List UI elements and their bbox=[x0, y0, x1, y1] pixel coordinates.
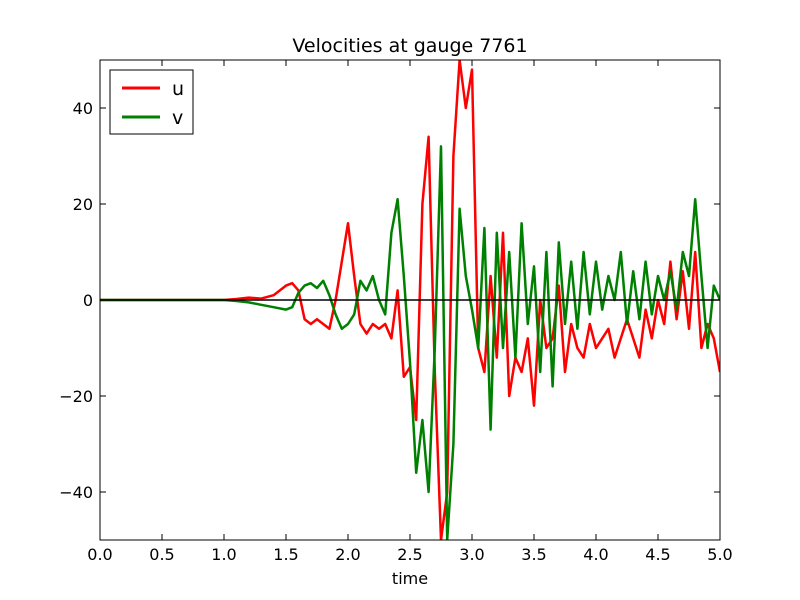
series-layer bbox=[100, 60, 720, 540]
chart-title: Velocities at gauge 7761 bbox=[292, 35, 527, 57]
x-tick-label: 3.5 bbox=[521, 545, 546, 564]
y-tick-label: 0 bbox=[83, 291, 93, 310]
x-tick-label: 0.5 bbox=[149, 545, 174, 564]
y-tick-label: −40 bbox=[59, 483, 93, 502]
x-tick-label: 1.0 bbox=[211, 545, 236, 564]
x-tick-label: 4.5 bbox=[645, 545, 670, 564]
legend-label-v: v bbox=[172, 107, 183, 129]
legend-label-u: u bbox=[172, 78, 184, 100]
legend: u v bbox=[109, 69, 194, 135]
x-tick-label: 5.0 bbox=[707, 545, 732, 564]
y-tick-label: 40 bbox=[73, 99, 93, 118]
series-line-u bbox=[100, 60, 720, 540]
x-tick-label: 3.0 bbox=[459, 545, 484, 564]
x-tick-label: 4.0 bbox=[583, 545, 608, 564]
legend-box bbox=[109, 69, 194, 135]
x-axis-label: time bbox=[392, 569, 428, 588]
x-tick-label: 2.0 bbox=[335, 545, 360, 564]
x-tick-label: 0.0 bbox=[87, 545, 112, 564]
x-tick-label: 2.5 bbox=[397, 545, 422, 564]
x-tick-label: 1.5 bbox=[273, 545, 298, 564]
y-tick-label: −20 bbox=[59, 387, 93, 406]
ticks-layer: 0.0 0.5 1.0 1.5 2.0 2.5 3.0 3.5 4.0 4.5 5.0 −40 −20 0… bbox=[59, 60, 733, 564]
series-line-v bbox=[100, 145, 720, 540]
y-tick-label: 20 bbox=[73, 195, 93, 214]
